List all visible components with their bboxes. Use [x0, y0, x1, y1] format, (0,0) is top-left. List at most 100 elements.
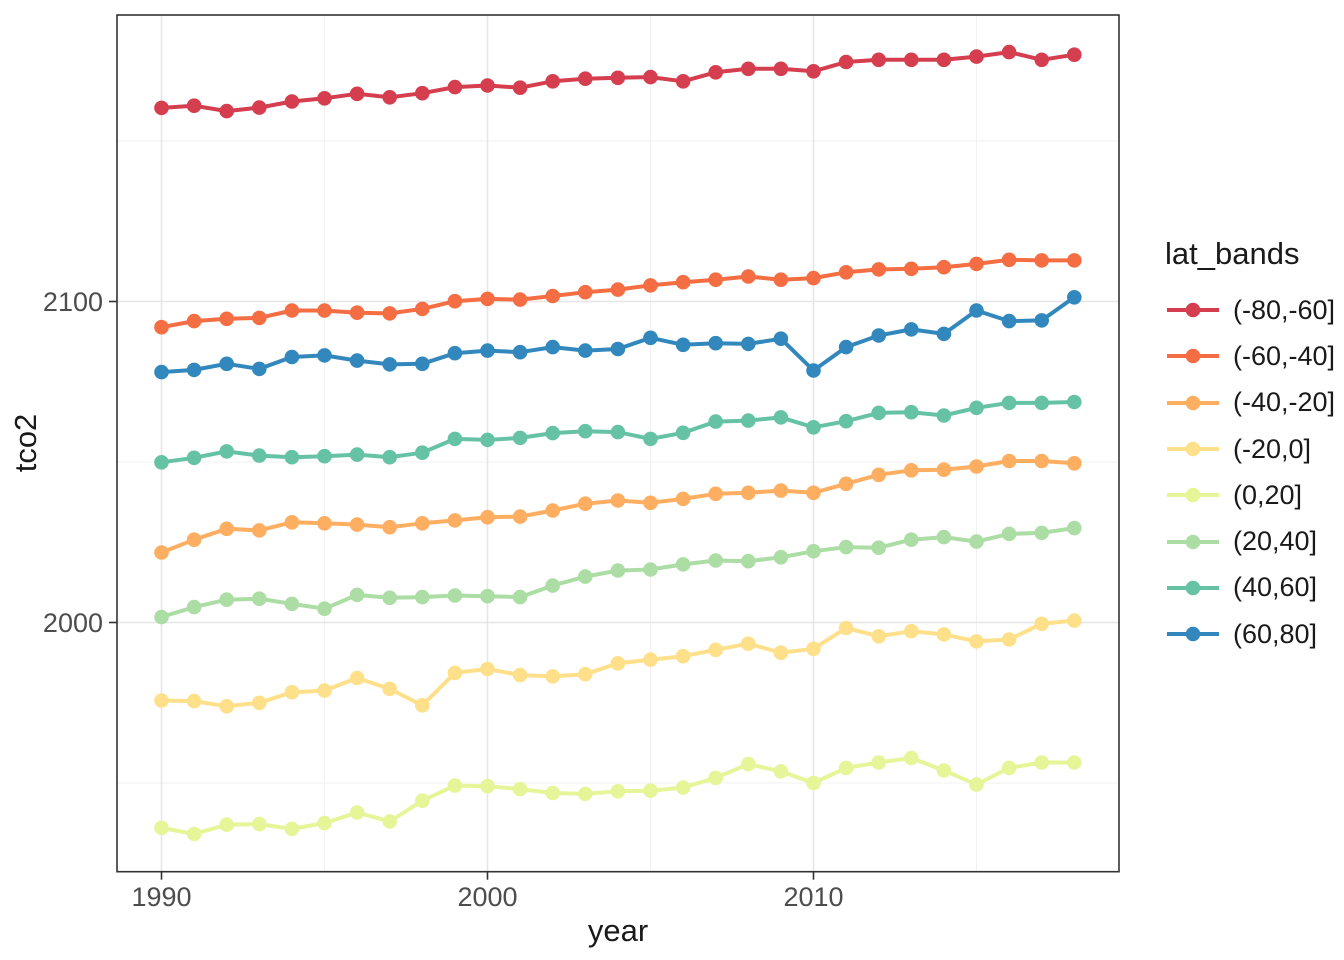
- data-point: [643, 431, 658, 447]
- data-point: [610, 656, 626, 671]
- data-point: [349, 587, 365, 603]
- data-point: [838, 339, 854, 355]
- data-point: [838, 760, 854, 776]
- data-point: [871, 629, 886, 644]
- data-point: [545, 425, 560, 441]
- data-point: [969, 49, 984, 64]
- data-point: [1001, 760, 1017, 776]
- data-point: [447, 79, 463, 95]
- data-point: [806, 543, 821, 559]
- data-point: [284, 449, 300, 465]
- data-point: [1034, 453, 1049, 469]
- data-point: [284, 596, 300, 612]
- data-point: [904, 750, 919, 766]
- data-point: [969, 400, 984, 416]
- series-group: [154, 394, 1082, 470]
- legend-key-icon: [1167, 441, 1219, 457]
- data-point: [284, 515, 300, 530]
- data-point: [447, 588, 463, 603]
- legend-label: (40,60]: [1233, 572, 1318, 603]
- data-point: [317, 448, 332, 464]
- series-group: [154, 252, 1082, 335]
- data-point: [741, 553, 756, 569]
- legend-key-icon: [1167, 580, 1219, 596]
- series-group: [154, 520, 1082, 625]
- data-point: [186, 362, 202, 378]
- data-point: [219, 356, 234, 372]
- data-point: [415, 85, 430, 101]
- data-point: [610, 424, 626, 440]
- legend-key-point: [1185, 441, 1201, 457]
- series-group: [154, 613, 1082, 714]
- data-point: [675, 425, 691, 441]
- data-point: [219, 311, 234, 327]
- data-point: [154, 609, 169, 625]
- data-point: [219, 521, 234, 537]
- data-point: [480, 661, 495, 677]
- data-point: [382, 306, 398, 321]
- data-point: [741, 61, 756, 77]
- data-point: [936, 529, 952, 545]
- data-point: [936, 259, 952, 275]
- data-point: [1001, 453, 1017, 469]
- legend-label: (-20,0]: [1233, 433, 1312, 464]
- data-point: [1001, 395, 1017, 411]
- data-point: [871, 467, 886, 483]
- y-axis-title: tco2: [8, 414, 43, 473]
- data-point: [317, 303, 332, 318]
- data-point: [545, 339, 560, 355]
- data-point: [415, 301, 430, 317]
- data-point: [904, 261, 919, 277]
- legend-key-icon: [1167, 395, 1219, 411]
- series-group: [154, 453, 1082, 560]
- data-point: [415, 516, 430, 531]
- data-point: [512, 509, 528, 524]
- grid-layer: [117, 15, 1119, 872]
- data-point: [284, 94, 300, 109]
- axis-layer: 1990 2000 2010 2000 2100: [43, 287, 844, 912]
- legend-title: lat_bands: [1165, 236, 1300, 271]
- data-point: [643, 330, 658, 346]
- data-point: [284, 684, 300, 700]
- data-point: [349, 353, 365, 368]
- x-tick-label: 1990: [131, 882, 191, 912]
- data-point: [154, 820, 169, 836]
- data-point: [186, 98, 202, 113]
- data-point: [1067, 520, 1082, 536]
- legend-key-point: [1185, 395, 1201, 411]
- legend-item: (40,60]: [1165, 565, 1335, 611]
- legend-key-icon: [1167, 349, 1219, 364]
- series-group: [154, 750, 1082, 842]
- data-point: [773, 764, 789, 779]
- data-point: [838, 413, 854, 429]
- data-point: [936, 462, 952, 478]
- data-point: [154, 364, 169, 380]
- data-point: [349, 670, 365, 686]
- data-point: [480, 588, 495, 604]
- legend-key-point: [1185, 534, 1201, 549]
- data-point: [317, 91, 332, 106]
- data-point: [904, 52, 919, 68]
- legend-label: (0,20]: [1233, 479, 1303, 510]
- data-point: [545, 578, 560, 593]
- series-group: [154, 44, 1082, 119]
- data-point: [415, 793, 430, 808]
- data-point: [773, 61, 789, 77]
- data-point: [708, 770, 723, 786]
- legend-item: (60,80]: [1165, 611, 1335, 657]
- data-point: [936, 52, 952, 68]
- data-point: [741, 756, 756, 772]
- data-point: [545, 669, 560, 684]
- data-point: [708, 642, 723, 658]
- data-point: [838, 476, 854, 492]
- data-point: [382, 449, 398, 465]
- data-point: [675, 274, 691, 290]
- data-point: [512, 292, 528, 307]
- data-point: [1067, 613, 1082, 628]
- data-point: [578, 496, 593, 512]
- data-point: [251, 100, 267, 115]
- data-point: [871, 405, 886, 421]
- data-point: [317, 601, 332, 616]
- data-point: [251, 523, 267, 538]
